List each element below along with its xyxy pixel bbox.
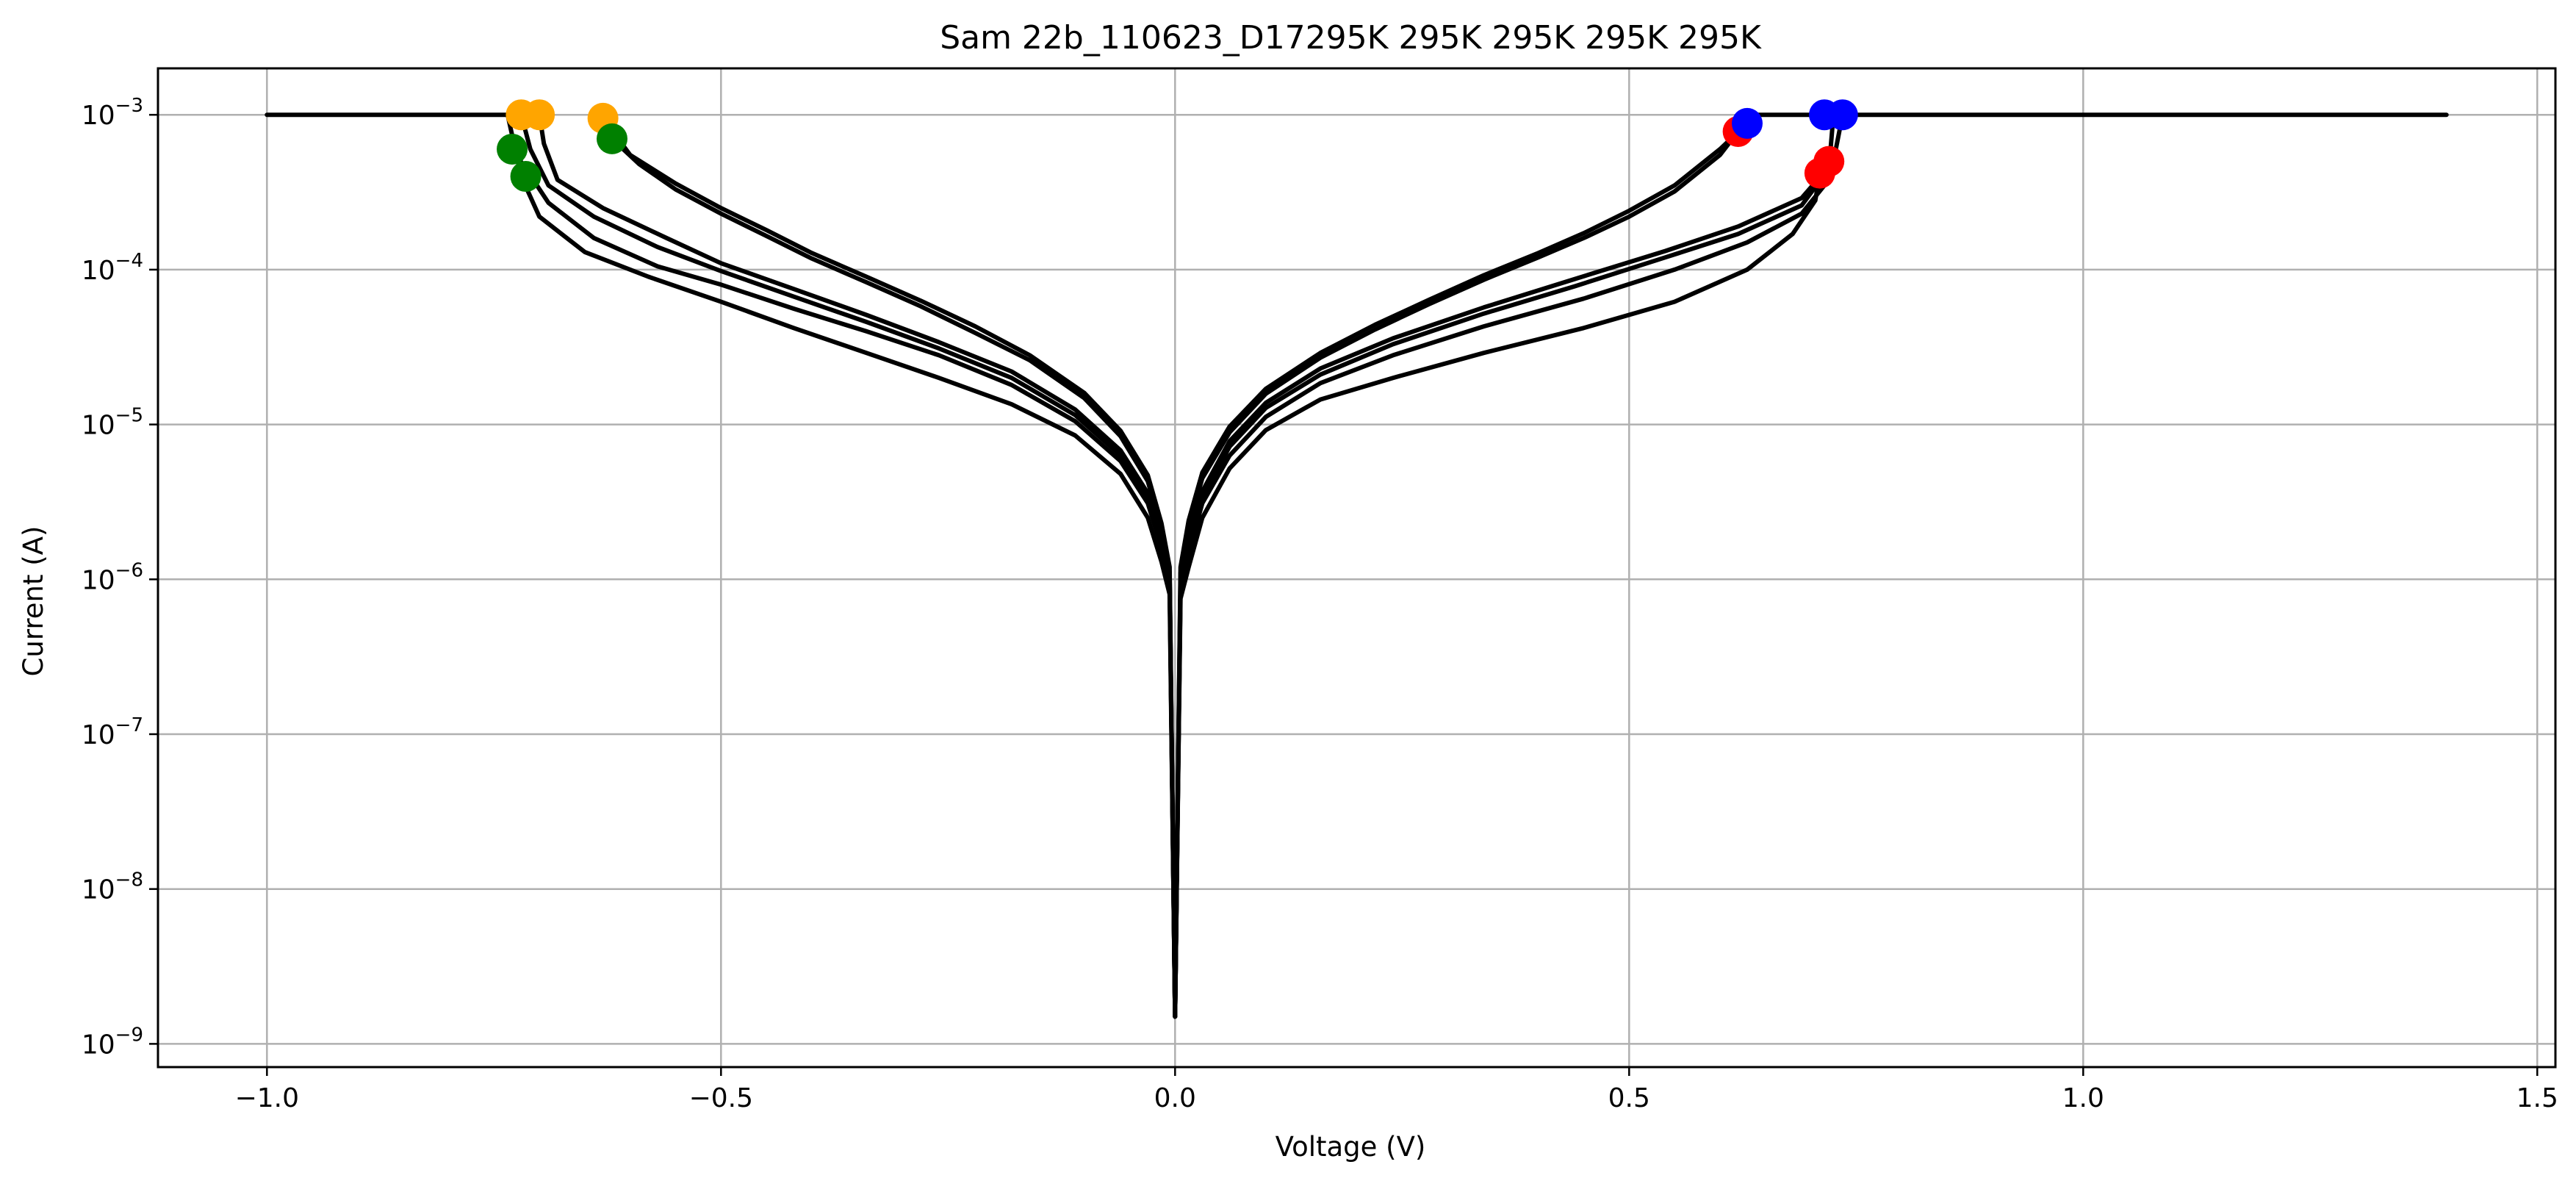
- x-axis-ticks: −1.0 −0.5 0.0 0.5 1.0 1.5: [235, 1067, 2558, 1113]
- x-tick-label: 1.5: [2516, 1083, 2558, 1113]
- marker-point-green: [510, 161, 542, 193]
- marker-point-blue: [1731, 107, 1763, 139]
- y-tick-label: 10−7: [82, 714, 143, 750]
- x-tick-label: 0.0: [1154, 1083, 1196, 1113]
- y-axis-ticks: 10−3 10−4 10−5 10−6 10−7 10−8 10−9: [82, 95, 158, 1060]
- y-axis-label: Current (A): [18, 526, 49, 677]
- y-tick-label: 10−4: [82, 250, 143, 286]
- marker-point-red: [1804, 157, 1835, 189]
- x-tick-label: 0.5: [1608, 1083, 1650, 1113]
- y-tick-label: 10−5: [82, 405, 143, 441]
- grid-lines: [158, 68, 2555, 1067]
- y-tick-label: 10−9: [82, 1024, 143, 1060]
- chart-title: Sam 22b_110623_D17295K 295K 295K 295K 29…: [940, 19, 1762, 57]
- marker-point-orange: [524, 99, 555, 131]
- marker-point-blue: [1827, 99, 1858, 131]
- x-axis-label: Voltage (V): [1276, 1131, 1426, 1163]
- y-tick-label: 10−6: [82, 559, 143, 595]
- series-line-sweep-inner-2: [610, 121, 1749, 1019]
- marker-point-green: [596, 123, 627, 154]
- x-tick-label: 1.0: [2062, 1083, 2104, 1113]
- plot-frame: [156, 67, 2557, 1069]
- y-tick-label: 10−3: [82, 95, 143, 131]
- curve-layer: [265, 112, 2449, 1019]
- x-tick-label: −1.0: [235, 1083, 299, 1113]
- y-tick-label: 10−8: [82, 869, 143, 905]
- marker-layer: [497, 99, 1858, 193]
- marker-point-green: [497, 133, 528, 165]
- x-tick-label: −0.5: [689, 1083, 753, 1113]
